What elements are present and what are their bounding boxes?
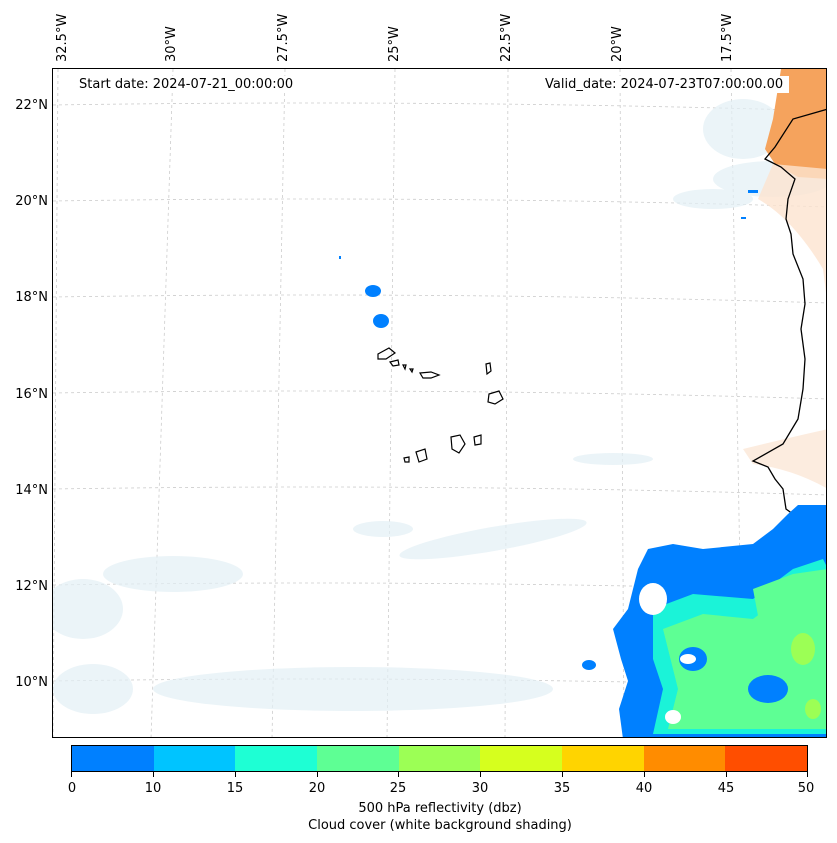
- colorbar-tick-label: 40: [635, 781, 653, 796]
- valid-date-label: Valid_date: 2024-07-23T07:00:00.00: [539, 76, 790, 93]
- gridline-lon: [53, 69, 59, 737]
- reflectivity-cell: [582, 660, 596, 670]
- colorbar-tick: [398, 772, 399, 777]
- colorbar-tick-label: 20: [308, 781, 326, 796]
- cloud-patch: [703, 99, 783, 159]
- lon-label-22-5w: 22.5°W: [499, 13, 514, 62]
- reflectivity-cell: [373, 314, 389, 328]
- start-date-label: Start date: 2024-07-21_00:00:00: [73, 76, 300, 93]
- lat-label-20n: 20°N: [15, 194, 48, 209]
- colorbar-tick-label: 45: [717, 781, 735, 796]
- colorbar-tick-label: 0: [67, 781, 77, 796]
- lat-label-14n: 14°N: [15, 483, 48, 498]
- cloud-patch: [53, 664, 133, 714]
- reflectivity-gap: [680, 654, 696, 664]
- map-panel: [52, 68, 827, 738]
- colorbar-sublabel: Cloud cover (white background shading): [308, 818, 572, 833]
- reflectivity-core: [805, 699, 821, 719]
- colorbar-segment: [153, 746, 236, 771]
- island: [408, 368, 414, 374]
- colorbar-tick: [153, 772, 154, 777]
- island: [487, 390, 504, 405]
- colorbar-segment: [643, 746, 726, 771]
- colorbar-tick: [562, 772, 563, 777]
- colorbar-tick: [71, 772, 72, 777]
- gridline-lat: [53, 294, 826, 304]
- island: [473, 434, 482, 446]
- cloud-patch: [399, 518, 587, 560]
- colorbar-segment: [72, 746, 154, 771]
- colorbar-tick: [726, 772, 727, 777]
- map-canvas: [53, 69, 826, 737]
- cloud-patch: [53, 579, 123, 639]
- gridline-lon: [150, 69, 174, 737]
- gridline-lon: [271, 69, 286, 737]
- reflectivity-cell: [339, 256, 341, 259]
- lon-label-27-5w: 27.5°W: [276, 13, 291, 62]
- cloud-patch: [353, 521, 413, 537]
- cloud-patch: [673, 189, 753, 209]
- gridline-lat: [53, 102, 826, 112]
- lat-label-18n: 18°N: [15, 290, 48, 305]
- island: [403, 456, 410, 463]
- island: [402, 364, 407, 371]
- colorbar-segment: [398, 746, 481, 771]
- colorbar-label: 500 hPa reflectivity (dbz): [358, 801, 522, 816]
- island: [377, 347, 397, 360]
- gridline-lon: [504, 69, 509, 737]
- cloud-patch: [103, 556, 243, 592]
- island: [388, 359, 400, 367]
- colorbar-segment: [317, 746, 399, 771]
- colorbar-tick: [644, 772, 645, 777]
- lat-label-10n: 10°N: [15, 675, 48, 690]
- reflectivity-large-system: [613, 505, 826, 737]
- colorbar-tick-label: 35: [553, 781, 571, 796]
- lon-label-25w: 25°W: [387, 26, 402, 62]
- colorbar-tick: [480, 772, 481, 777]
- colorbar-tick-label: 25: [389, 781, 407, 796]
- colorbar-tick: [807, 772, 808, 777]
- cloud-cover-shading: [53, 99, 826, 714]
- reflectivity-cell: [748, 190, 758, 193]
- colorbar-tick-label: 10: [144, 781, 162, 796]
- cloud-patch: [573, 453, 653, 465]
- colorbar-segment: [235, 746, 318, 771]
- lat-label-12n: 12°N: [15, 579, 48, 594]
- colorbar-segment: [562, 746, 644, 771]
- island: [485, 362, 492, 376]
- orange-region: [743, 69, 826, 488]
- lon-label-32-5w: 32.5°W: [55, 13, 70, 62]
- reflectivity-gap: [639, 583, 667, 615]
- lat-label-16n: 16°N: [15, 387, 48, 402]
- colorbar-segment: [480, 746, 563, 771]
- reflectivity-gap: [665, 710, 681, 724]
- island: [450, 434, 466, 454]
- colorbar-tick-label: 50: [797, 781, 815, 796]
- colorbar-tick: [317, 772, 318, 777]
- reflectivity-hole: [748, 675, 788, 703]
- colorbar-segment: [725, 746, 808, 771]
- gridline-lat: [53, 486, 826, 496]
- colorbar-tick: [235, 772, 236, 777]
- lon-label-30w: 30°W: [164, 26, 179, 62]
- lat-label-22n: 22°N: [15, 98, 48, 113]
- colorbar-tick-label: 30: [471, 781, 489, 796]
- reflectivity-cell: [741, 217, 746, 219]
- colorbar: [71, 745, 808, 772]
- island: [415, 448, 428, 463]
- lon-label-20w: 20°W: [610, 26, 625, 62]
- lon-label-17-5w: 17.5°W: [720, 13, 735, 62]
- cape-verde-islands: [377, 347, 504, 463]
- gridline-lat: [53, 390, 826, 400]
- island: [418, 371, 441, 379]
- gridline-lon: [386, 69, 396, 737]
- reflectivity-core: [791, 633, 815, 665]
- reflectivity-cell: [365, 285, 381, 297]
- cloud-patch: [153, 667, 553, 711]
- colorbar-tick-label: 15: [226, 781, 244, 796]
